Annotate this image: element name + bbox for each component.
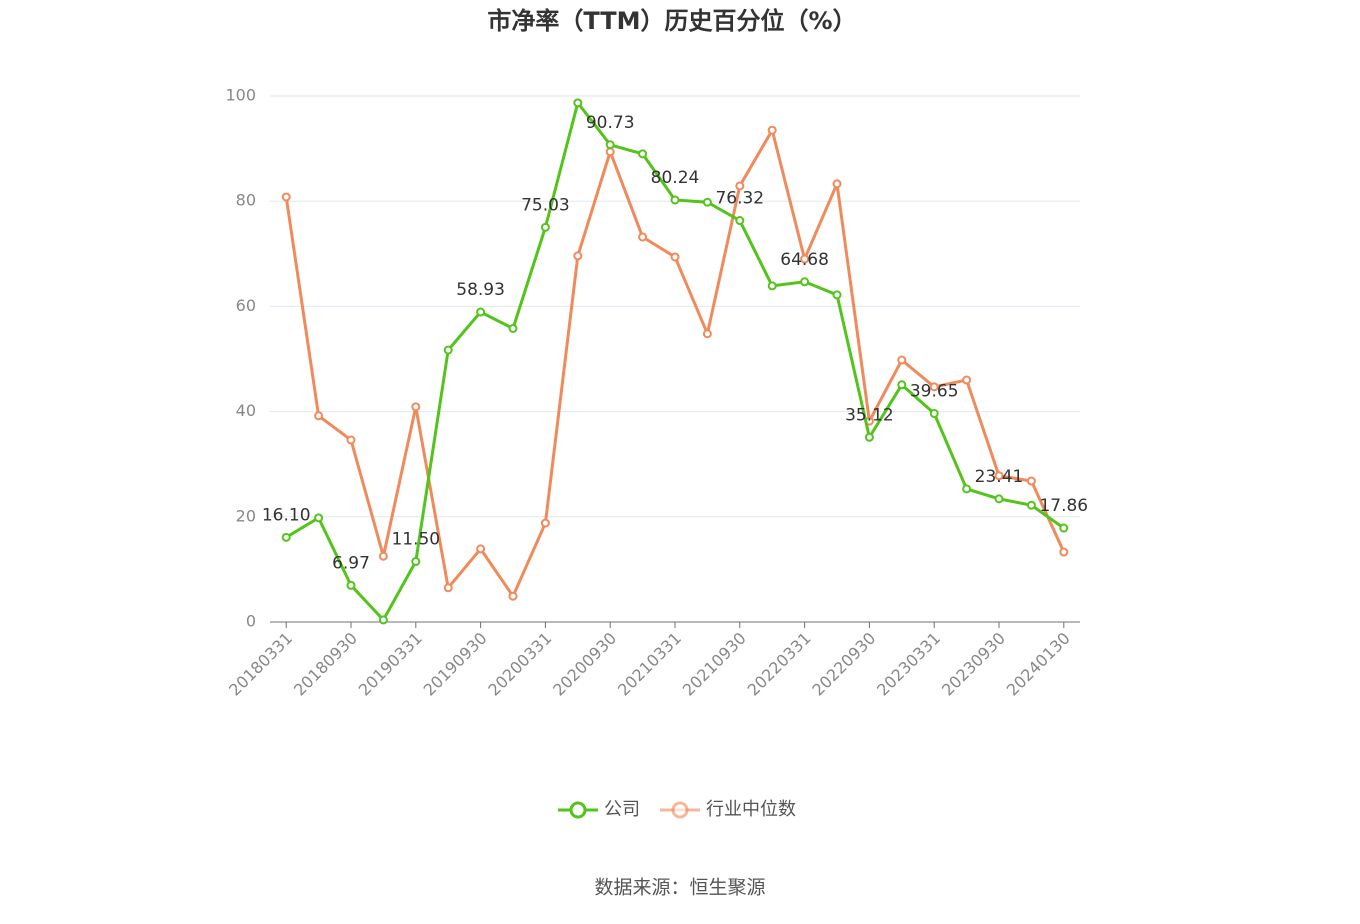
legend-marker (569, 801, 587, 819)
point (411, 557, 421, 567)
point (540, 222, 550, 232)
point (864, 432, 874, 442)
y-tick-label: 0 (246, 612, 256, 631)
point (443, 583, 453, 593)
point (670, 252, 680, 262)
point (573, 251, 583, 261)
point (897, 380, 907, 390)
x-tick-label: 20190331 (355, 629, 426, 700)
point (605, 147, 615, 157)
point (702, 329, 712, 339)
point (346, 435, 356, 445)
point (929, 408, 939, 418)
x-tick-label: 20190930 (420, 629, 491, 700)
point (962, 375, 972, 385)
point (638, 232, 648, 242)
legend-marker (671, 801, 689, 819)
point (378, 551, 388, 561)
point (281, 192, 291, 202)
point (508, 323, 518, 333)
point (411, 402, 421, 412)
point (994, 494, 1004, 504)
point (670, 195, 680, 205)
data-label: 64.68 (780, 250, 829, 270)
data-label: 76.32 (715, 189, 764, 209)
point (378, 615, 388, 625)
data-label: 23.41 (975, 467, 1024, 487)
data-label: 35.12 (845, 405, 894, 425)
point (897, 355, 907, 365)
point (767, 125, 777, 135)
point (994, 471, 1004, 481)
y-tick-label: 60 (236, 296, 256, 315)
data-label: 75.03 (521, 195, 570, 215)
point (476, 307, 486, 317)
data-label: 11.50 (391, 530, 440, 550)
y-tick-label: 80 (236, 191, 256, 210)
point (735, 216, 745, 226)
data-label: 16.10 (262, 505, 311, 525)
x-tick-label: 20200930 (549, 629, 620, 700)
point (1059, 547, 1069, 557)
point (735, 181, 745, 191)
point (346, 580, 356, 590)
point (767, 281, 777, 291)
point (800, 254, 810, 264)
point (800, 277, 810, 287)
point (929, 382, 939, 392)
y-tick-label: 20 (236, 506, 256, 525)
x-tick-label: 20200331 (484, 629, 555, 700)
x-tick-label: 20210331 (614, 629, 685, 700)
point (540, 518, 550, 528)
data-label: 6.97 (332, 553, 370, 573)
legend-label: 行业中位数 (706, 799, 796, 820)
point (476, 544, 486, 554)
point (1026, 500, 1036, 510)
data-label: 17.86 (1039, 496, 1088, 516)
point (573, 98, 583, 108)
point (443, 345, 453, 355)
x-tick-label: 20180930 (290, 629, 361, 700)
point (832, 179, 842, 189)
point (1059, 523, 1069, 533)
x-tick-label: 20240130 (1003, 629, 1074, 700)
point (832, 290, 842, 300)
data-label: 39.65 (910, 381, 959, 401)
data-label: 80.24 (651, 168, 700, 188)
legend-label: 公司 (604, 799, 640, 820)
x-tick-label: 20220331 (744, 629, 815, 700)
x-tick-label: 20210930 (679, 629, 750, 700)
point (962, 484, 972, 494)
y-tick-label: 100 (225, 86, 256, 105)
point (638, 149, 648, 159)
point (508, 591, 518, 601)
point (1026, 476, 1036, 486)
x-tick-label: 20230331 (873, 629, 944, 700)
x-tick-label: 20230930 (938, 629, 1009, 700)
data-label: 58.93 (456, 280, 505, 300)
point (702, 197, 712, 207)
point (314, 411, 324, 421)
point (314, 513, 324, 523)
x-tick-label: 20180331 (225, 629, 296, 700)
data-label: 90.73 (586, 113, 635, 133)
x-tick-label: 20220930 (808, 629, 879, 700)
source: 数据来源：恒生聚源 (594, 877, 765, 899)
y-tick-label: 40 (236, 401, 256, 420)
point (281, 532, 291, 542)
chart-title: 市净率（TTM）历史百分位（%） (487, 7, 856, 35)
point (605, 140, 615, 150)
